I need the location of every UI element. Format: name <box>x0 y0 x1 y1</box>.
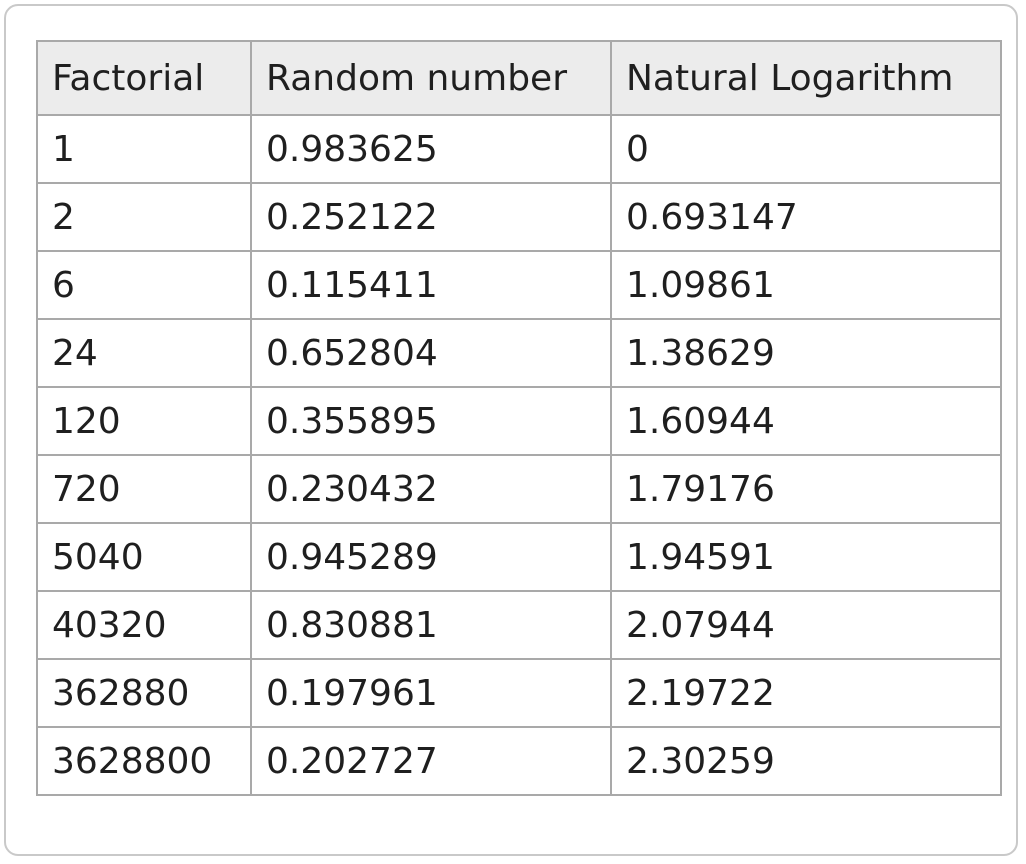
cell-factorial: 24 <box>36 318 252 388</box>
cell-natural-logarithm: 0 <box>610 114 1002 184</box>
table-row: 1 0.983625 0 <box>36 114 1002 184</box>
cell-factorial: 362880 <box>36 658 252 728</box>
cell-factorial: 5040 <box>36 522 252 592</box>
cell-factorial: 2 <box>36 182 252 252</box>
table-row: 5040 0.945289 1.94591 <box>36 522 1002 592</box>
cell-natural-logarithm: 1.60944 <box>610 386 1002 456</box>
cell-random-number: 0.355895 <box>250 386 612 456</box>
cell-random-number: 0.945289 <box>250 522 612 592</box>
cell-factorial: 720 <box>36 454 252 524</box>
cell-random-number: 0.252122 <box>250 182 612 252</box>
table-header-row: Factorial Random number Natural Logarith… <box>36 40 1002 116</box>
cell-factorial: 6 <box>36 250 252 320</box>
cell-natural-logarithm: 1.79176 <box>610 454 1002 524</box>
cell-random-number: 0.202727 <box>250 726 612 796</box>
cell-factorial: 3628800 <box>36 726 252 796</box>
cell-random-number: 0.652804 <box>250 318 612 388</box>
cell-natural-logarithm: 0.693147 <box>610 182 1002 252</box>
table-row: 6 0.115411 1.09861 <box>36 250 1002 320</box>
cell-natural-logarithm: 1.94591 <box>610 522 1002 592</box>
results-table: Factorial Random number Natural Logarith… <box>36 40 1002 796</box>
cell-natural-logarithm: 2.30259 <box>610 726 1002 796</box>
table-row: 2 0.252122 0.693147 <box>36 182 1002 252</box>
cell-random-number: 0.197961 <box>250 658 612 728</box>
cell-factorial: 1 <box>36 114 252 184</box>
cell-factorial: 120 <box>36 386 252 456</box>
table-row: 720 0.230432 1.79176 <box>36 454 1002 524</box>
table-row: 3628800 0.202727 2.30259 <box>36 726 1002 796</box>
cell-natural-logarithm: 1.38629 <box>610 318 1002 388</box>
cell-random-number: 0.983625 <box>250 114 612 184</box>
table-container: Factorial Random number Natural Logarith… <box>4 4 1018 856</box>
header-random-number[interactable]: Random number <box>250 40 612 116</box>
cell-factorial: 40320 <box>36 590 252 660</box>
header-natural-logarithm[interactable]: Natural Logarithm <box>610 40 1002 116</box>
table-row: 362880 0.197961 2.19722 <box>36 658 1002 728</box>
cell-random-number: 0.830881 <box>250 590 612 660</box>
cell-random-number: 0.230432 <box>250 454 612 524</box>
cell-natural-logarithm: 1.09861 <box>610 250 1002 320</box>
cell-natural-logarithm: 2.07944 <box>610 590 1002 660</box>
header-factorial[interactable]: Factorial <box>36 40 252 116</box>
table-row: 40320 0.830881 2.07944 <box>36 590 1002 660</box>
table-row: 120 0.355895 1.60944 <box>36 386 1002 456</box>
cell-natural-logarithm: 2.19722 <box>610 658 1002 728</box>
cell-random-number: 0.115411 <box>250 250 612 320</box>
table-row: 24 0.652804 1.38629 <box>36 318 1002 388</box>
